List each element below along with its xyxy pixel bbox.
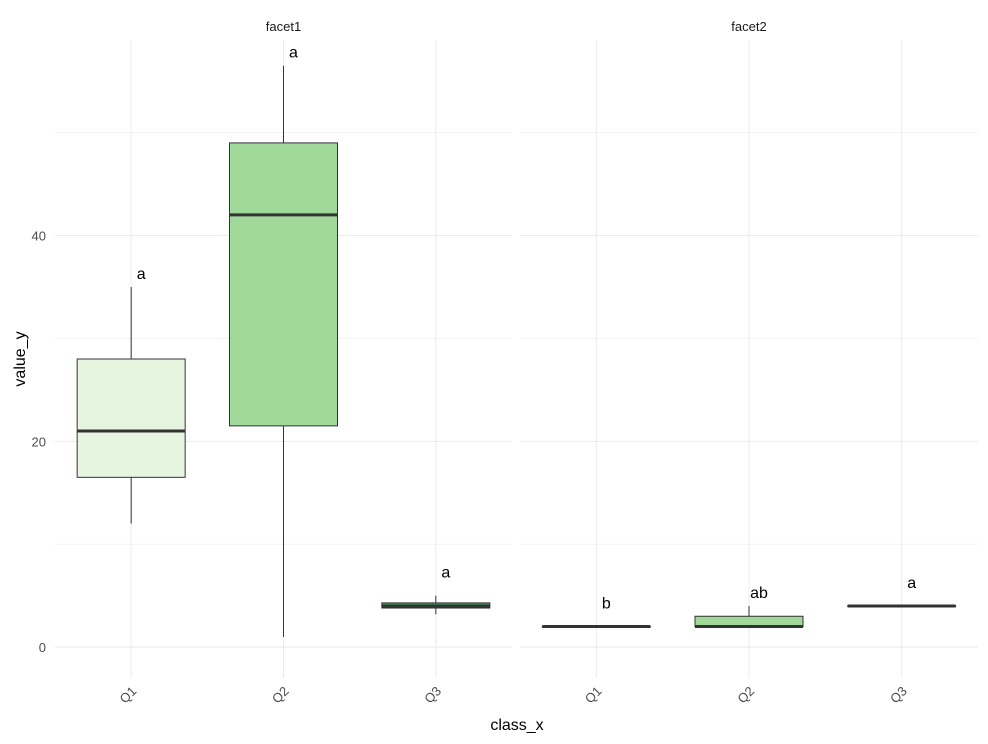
facet-label: facet1 — [266, 19, 301, 34]
x-tick-label: Q3 — [421, 683, 444, 706]
significance-letter: a — [441, 565, 450, 582]
facet-label: facet2 — [731, 19, 766, 34]
x-tick-label: Q3 — [887, 683, 910, 706]
box — [694, 615, 804, 628]
box — [229, 142, 338, 427]
significance-letter: a — [289, 45, 298, 62]
y-axis-title: value_y — [12, 331, 29, 386]
significance-letter: a — [137, 266, 146, 283]
significance-letter: b — [602, 596, 611, 613]
y-tick-label: 20 — [32, 434, 46, 449]
significance-letter: a — [907, 575, 916, 592]
x-tick-label: Q1 — [117, 683, 140, 706]
x-tick-label: Q2 — [734, 683, 757, 706]
y-tick-label: 0 — [39, 640, 46, 655]
x-tick-label: Q1 — [582, 683, 605, 706]
y-tick-label: 40 — [32, 229, 46, 244]
significance-letter: ab — [750, 585, 768, 602]
x-axis-title: class_x — [490, 717, 543, 734]
x-tick-label: Q2 — [269, 683, 292, 706]
box — [76, 358, 186, 478]
